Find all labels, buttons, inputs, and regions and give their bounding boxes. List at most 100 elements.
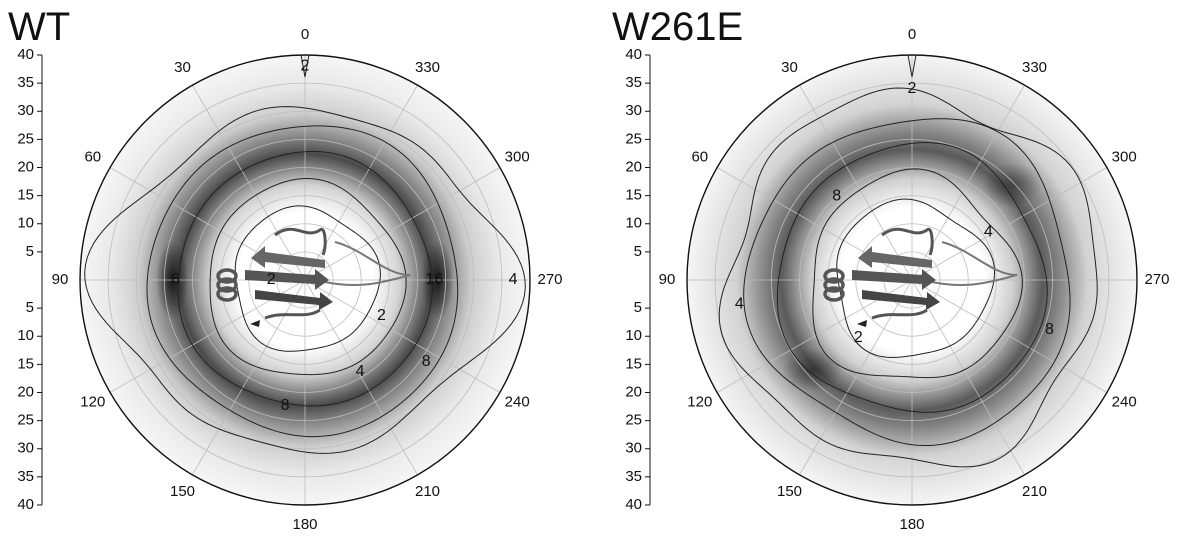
angle-label: 270: [537, 271, 562, 288]
radial-tick-label: 5: [26, 299, 34, 316]
contour-label: 4: [356, 363, 365, 380]
grid-spoke: [192, 84, 306, 281]
angle-label: 270: [1144, 271, 1169, 288]
radial-tick-label: 10: [625, 215, 642, 232]
radial-tick-label: 40: [625, 496, 642, 513]
radial-tick-label: 10: [17, 215, 34, 232]
radial-tick-label: 30: [625, 440, 642, 457]
protein-helix: [216, 286, 238, 302]
contour-line: [718, 87, 1098, 468]
contour-line: [776, 142, 1048, 413]
radial-tick-label: 25: [17, 130, 34, 147]
plot-border: [686, 54, 1138, 506]
grid-spoke: [911, 279, 1108, 393]
protein-helix: [216, 277, 238, 293]
angle-label: 30: [174, 59, 191, 76]
protein-sheet: [862, 290, 940, 310]
contour-label: 8: [1045, 321, 1054, 338]
angle-label: 60: [84, 148, 101, 165]
contour-label: 4: [509, 271, 518, 288]
grid-spoke: [304, 279, 501, 393]
polar-plot: 0306090120150180210240270300330551010151…: [17, 26, 562, 533]
radial-tick-label: 35: [625, 74, 642, 91]
angle-label: 90: [52, 271, 69, 288]
radial-tick-label: 20: [17, 158, 34, 175]
protein-sheet: [255, 290, 333, 310]
protein-arrow: [250, 320, 260, 327]
contour-line: [177, 151, 433, 407]
radial-tick-label: 25: [625, 412, 642, 429]
radial-tick-label: 25: [17, 412, 34, 429]
contour-label: 8: [281, 397, 290, 414]
grid-spoke: [911, 167, 1108, 281]
radial-tick-label: 10: [625, 327, 642, 344]
grid-spoke: [799, 279, 913, 476]
angle-label: 0: [301, 26, 309, 43]
grid-spoke: [911, 279, 1025, 476]
contour-label: 16: [425, 271, 443, 288]
protein-helix: [823, 286, 845, 302]
radial-tick-label: 35: [17, 468, 34, 485]
radial-tick-label: 20: [17, 383, 34, 400]
radial-tick-label: 20: [625, 383, 642, 400]
contour-label: 4: [735, 295, 744, 312]
polar-plot: 0306090120150180210240270300330551010151…: [625, 26, 1169, 533]
radial-tick-label: 35: [17, 74, 34, 91]
angle-label: 0: [908, 26, 916, 43]
contour-line: [234, 205, 381, 352]
contour-label: 8: [422, 353, 431, 370]
angle-label: 210: [1022, 483, 1047, 500]
protein-sheet: [858, 246, 932, 268]
radial-tick-label: 30: [17, 440, 34, 457]
contour-line: [812, 168, 1023, 379]
angle-label: 330: [1022, 59, 1047, 76]
protein-sheet: [251, 246, 325, 268]
density-spot: [782, 348, 842, 392]
angle-label: 120: [80, 393, 105, 410]
angle-label: 60: [691, 148, 708, 165]
protein-helix: [823, 268, 845, 284]
radial-tick-label: 15: [625, 187, 642, 204]
plot-border: [79, 54, 531, 506]
grid-spoke: [304, 167, 501, 281]
radial-tick-label: 5: [634, 299, 642, 316]
angle-label: 300: [1112, 148, 1137, 165]
radial-tick-label: 30: [625, 102, 642, 119]
protein-loop: [264, 227, 327, 320]
contour-line: [836, 198, 995, 359]
radial-tick-label: 15: [625, 355, 642, 372]
protein-sheet: [852, 269, 936, 290]
angle-label: 180: [899, 516, 924, 533]
angle-label: 150: [777, 483, 802, 500]
radial-tick-label: 10: [17, 327, 34, 344]
angle-label: 300: [505, 148, 530, 165]
grid-spoke: [192, 279, 306, 476]
protein-helix: [216, 268, 238, 284]
radial-tick-label: 25: [625, 130, 642, 147]
radial-tick-label: 5: [634, 243, 642, 260]
radial-tick-label: 30: [17, 102, 34, 119]
contour-label: 6: [171, 271, 180, 288]
angle-label: 180: [292, 516, 317, 533]
contour-line: [743, 118, 1071, 446]
radial-tick-label: 20: [625, 158, 642, 175]
contour-line: [84, 106, 526, 454]
contour-label: 8: [832, 188, 841, 205]
radial-tick-label: 35: [625, 468, 642, 485]
contour-label: 4: [984, 224, 993, 241]
protein-arrow: [857, 320, 867, 327]
protein-sheet: [245, 269, 329, 290]
angle-label: 240: [505, 393, 530, 410]
contour-label: 2: [301, 57, 310, 74]
contour-line: [209, 178, 407, 376]
radial-tick-label: 15: [17, 187, 34, 204]
contour-line: [300, 54, 310, 78]
angle-label: 120: [687, 393, 712, 410]
contour-label: 2: [267, 271, 276, 288]
contour-label: 2: [377, 307, 386, 324]
angle-label: 90: [659, 271, 676, 288]
grid-spoke: [799, 84, 913, 281]
angle-label: 150: [170, 483, 195, 500]
panel-title: WT: [8, 5, 70, 49]
contour-line: [146, 125, 459, 438]
